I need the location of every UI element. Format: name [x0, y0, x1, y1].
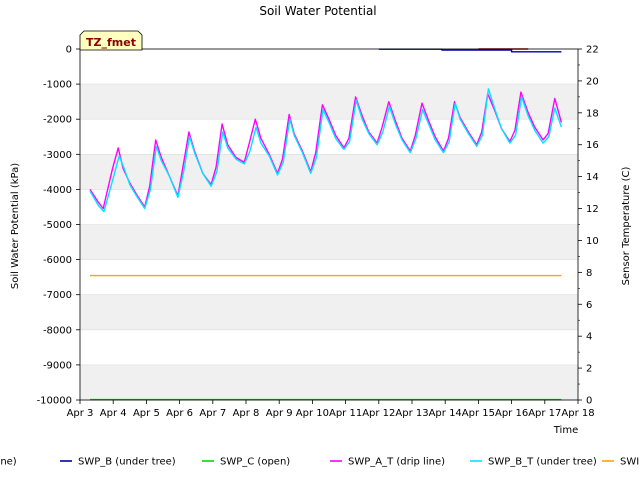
- y-tick-label: -1000: [43, 80, 72, 91]
- y2-tick-label: 12: [586, 204, 599, 215]
- x-tick-label: Apr 13: [395, 408, 428, 419]
- x-tick-label: Apr 10: [296, 408, 329, 419]
- x-tick-label: Apr 12: [362, 408, 395, 419]
- series-line-swp-b: [378, 48, 562, 53]
- x-tick-label: Apr 9: [266, 408, 293, 419]
- legend-label: SWP_A_T (drip line): [348, 457, 445, 468]
- x-tick-label: Apr 17: [528, 408, 561, 419]
- y-axis-left: 0 -1000 -2000 -3000 -4000 -5000 -6000 -7000 -800…: [37, 45, 80, 407]
- badge: TZ_fmet: [79, 30, 143, 51]
- series-line-swp-b-t: [89, 88, 563, 213]
- chart-title: Soil Water Potential: [259, 4, 376, 18]
- x-tick-label: Apr 6: [166, 408, 193, 419]
- y2-tick-label: 0: [586, 396, 592, 407]
- y-tick-label: 0: [66, 45, 72, 56]
- x-axis: Apr 3 Apr 4 Apr 5 Apr 6 Apr 7 Apr 8 Apr 9 Apr 1…: [67, 400, 595, 419]
- plot-band: [80, 224, 578, 260]
- y-axis-title: Soil Water Potential (kPa): [10, 163, 21, 289]
- y2-tick-label: 22: [586, 45, 599, 56]
- x-tick-label: Apr 8: [233, 408, 260, 419]
- y-tick-label: -9000: [43, 360, 72, 371]
- x-tick-label: Apr 16: [495, 408, 528, 419]
- y2-tick-label: 2: [586, 364, 592, 375]
- plot-band: [80, 294, 578, 330]
- y-tick-label: -8000: [43, 325, 72, 336]
- x-tick-label: Apr 7: [199, 408, 226, 419]
- plot-bands: [80, 84, 578, 400]
- x-tick-label: Apr 3: [67, 408, 94, 419]
- y2-tick-label: 14: [586, 172, 599, 183]
- y-tick-label: -7000: [43, 290, 72, 301]
- y-tick-label: -4000: [43, 185, 72, 196]
- y2-tick-label: 8: [586, 268, 592, 279]
- y-axis-right: 0 2 4 6 8 10 12 14 16 18 20 22: [578, 45, 599, 407]
- x-tick-label: Apr 14: [429, 408, 462, 419]
- x-tick-label: Apr 4: [100, 408, 127, 419]
- x-axis-title: Time: [553, 425, 578, 436]
- y2-tick-label: 18: [586, 108, 599, 119]
- legend-label: SWP_B_T (under tree): [488, 457, 597, 468]
- y2-tick-label: 6: [586, 300, 592, 311]
- x-tick-label: Apr 5: [133, 408, 160, 419]
- legend-label: SWP_B (under tree): [78, 457, 176, 468]
- y-tick-label: -3000: [43, 150, 72, 161]
- y2-tick-label: 4: [586, 332, 592, 343]
- y2-tick-label: 10: [586, 236, 599, 247]
- y2-axis-title: Sensor Temperature (C): [621, 167, 632, 286]
- x-tick-label: Apr 15: [462, 408, 495, 419]
- y-tick-label: -10000: [37, 396, 72, 407]
- legend-label: SWI: [620, 457, 639, 468]
- plot-band: [80, 364, 578, 400]
- y-tick-label: -5000: [43, 220, 72, 231]
- x-tick-label: Apr 18: [561, 408, 594, 419]
- x-tick-label: Apr 11: [329, 408, 362, 419]
- legend-label: SWP_C (open): [220, 457, 290, 468]
- legend: drip line) SWP_B (under tree) SWP_C (open)…: [0, 457, 639, 468]
- y2-tick-label: 16: [586, 140, 599, 151]
- y-tick-label: -2000: [43, 115, 72, 126]
- y2-tick-label: 20: [586, 76, 599, 87]
- plot-band: [80, 84, 578, 120]
- legend-label: drip line): [0, 457, 17, 468]
- badge-box: [79, 30, 143, 51]
- badge-label: TZ_fmet: [86, 36, 136, 49]
- y-tick-label: -6000: [43, 255, 72, 266]
